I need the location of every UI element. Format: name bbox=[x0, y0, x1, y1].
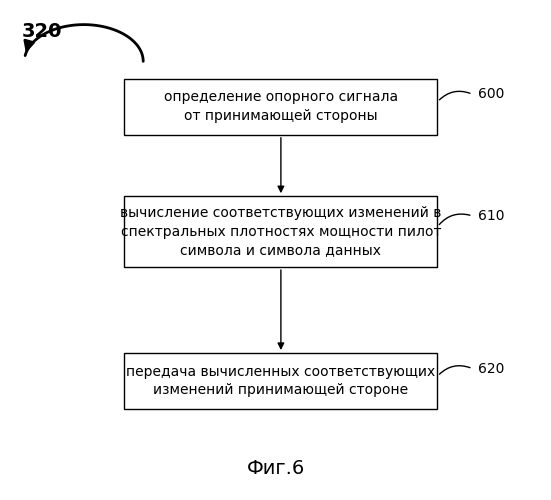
FancyBboxPatch shape bbox=[125, 78, 437, 135]
Text: 610: 610 bbox=[478, 209, 505, 223]
Text: определение опорного сигнала
от принимающей стороны: определение опорного сигнала от принимаю… bbox=[164, 90, 398, 123]
Text: передача вычисленных соответствующих
изменений принимающей стороне: передача вычисленных соответствующих изм… bbox=[126, 365, 435, 398]
FancyBboxPatch shape bbox=[125, 353, 437, 409]
Text: 320: 320 bbox=[21, 22, 62, 41]
Text: вычисление соответствующих изменений в
спектральных плотностях мощности пилот
си: вычисление соответствующих изменений в с… bbox=[120, 206, 441, 257]
FancyBboxPatch shape bbox=[125, 196, 437, 267]
Text: 620: 620 bbox=[478, 362, 504, 376]
Text: 600: 600 bbox=[478, 88, 504, 102]
Text: Фиг.6: Фиг.6 bbox=[246, 458, 305, 477]
